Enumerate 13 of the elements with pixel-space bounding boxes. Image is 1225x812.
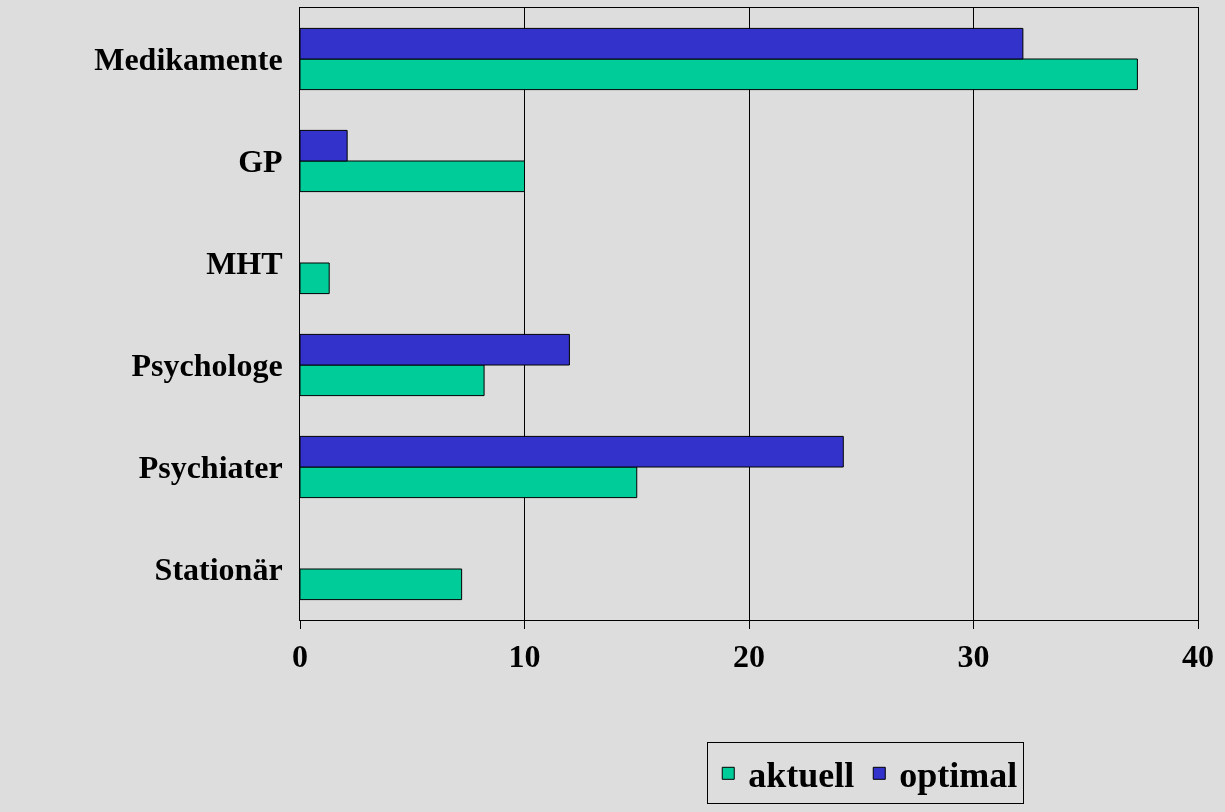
y-tick-label: Stationär	[154, 551, 283, 588]
x-tick-label: 20	[733, 638, 765, 675]
y-tick-label: Medikamente	[94, 41, 283, 78]
y-tick-label: Psychiater	[138, 449, 283, 486]
y-tick-label: MHT	[206, 245, 283, 282]
x-tick-label: 40	[1182, 638, 1214, 675]
x-tick-label: 0	[292, 638, 308, 675]
x-tick-label: 30	[957, 638, 990, 675]
x-tick-label: 10	[508, 638, 541, 675]
y-tick-label: GP	[238, 143, 283, 180]
legend-label: optimal	[899, 755, 1018, 796]
legend-label: aktuell	[748, 755, 855, 796]
y-tick-label: Psychologe	[131, 347, 283, 384]
